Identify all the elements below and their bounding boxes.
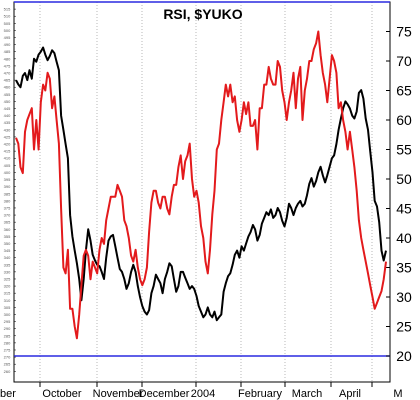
left-tick-label: 455 [4, 92, 11, 97]
x-tick-label: 2004 [191, 388, 215, 400]
right-tick-label: 75 [396, 24, 412, 40]
left-tick-label: 440 [4, 113, 11, 118]
right-tick-label: 20 [396, 348, 412, 364]
left-tick-label: 385 [4, 191, 11, 196]
left-tick-label: 280 [4, 340, 11, 345]
left-tick-label: 370 [4, 213, 11, 218]
left-tick-label: 375 [4, 205, 11, 210]
left-tick-label: 395 [4, 177, 11, 182]
left-tick-label: 470 [4, 71, 11, 76]
left-tick-label: 325 [4, 276, 11, 281]
left-tick-label: 310 [4, 298, 11, 303]
left-tick-label: 485 [4, 49, 11, 54]
chart-title: RSI, $YUKO [163, 6, 242, 22]
right-tick-label: 35 [396, 260, 412, 276]
left-tick-label: 465 [4, 78, 11, 83]
left-tick-label: 480 [4, 56, 11, 61]
left-tick-label: 405 [4, 163, 11, 168]
left-tick-label: 260 [4, 369, 11, 374]
left-tick-label: 350 [4, 241, 11, 246]
left-tick-label: 490 [4, 42, 11, 47]
left-tick-label: 445 [4, 106, 11, 111]
left-tick-label: 295 [4, 319, 11, 324]
left-axis-ticks: 260 265 270 275 280 285 290 295 300 305 310 315 320 3… [4, 7, 16, 374]
right-tick-label: 45 [396, 201, 412, 217]
left-tick-label: 365 [4, 220, 11, 225]
right-tick-label: 55 [396, 142, 412, 158]
right-axis-ticks: 20 25 30 35 40 45 50 55 60 65 70 75 [386, 24, 412, 364]
left-tick-label: 270 [4, 355, 11, 360]
left-tick-label: 415 [4, 149, 11, 154]
left-tick-label: 400 [4, 170, 11, 175]
x-tick-label: October [42, 388, 81, 400]
left-tick-label: 320 [4, 284, 11, 289]
left-tick-label: 430 [4, 127, 11, 132]
rsi-series-line [15, 30, 387, 340]
x-tick-label: December [139, 388, 190, 400]
left-tick-label: 390 [4, 184, 11, 189]
left-tick-label: 265 [4, 362, 11, 367]
left-tick-label: 410 [4, 156, 11, 161]
left-tick-label: 500 [4, 28, 11, 33]
right-tick-label: 50 [396, 171, 412, 187]
left-tick-label: 275 [4, 347, 11, 352]
left-tick-label: 315 [4, 291, 11, 296]
left-tick-label: 460 [4, 85, 11, 90]
x-tick-label: March [292, 388, 323, 400]
x-tick-label: February [238, 388, 283, 400]
left-tick-label: 290 [4, 326, 11, 331]
left-tick-label: 475 [4, 63, 11, 68]
left-tick-label: 495 [4, 35, 11, 40]
reference-lines [14, 1, 390, 357]
left-tick-label: 355 [4, 234, 11, 239]
left-tick-label: 435 [4, 120, 11, 125]
left-tick-label: 335 [4, 262, 11, 267]
right-tick-label: 70 [396, 53, 412, 69]
right-tick-label: 65 [396, 83, 412, 99]
x-tick-label: M [393, 388, 402, 400]
left-tick-label: 340 [4, 255, 11, 260]
series-lines [15, 30, 387, 340]
left-tick-label: 305 [4, 305, 11, 310]
x-tick-label: November [93, 388, 144, 400]
left-tick-label: 345 [4, 248, 11, 253]
left-tick-label: 515 [4, 7, 11, 12]
left-tick-label: 505 [4, 21, 11, 26]
right-tick-label: 25 [396, 319, 412, 335]
left-tick-label: 425 [4, 134, 11, 139]
left-tick-label: 420 [4, 142, 11, 147]
plot-frame [13, 1, 391, 383]
price-series-line [15, 46, 387, 322]
right-tick-label: 30 [396, 289, 412, 305]
right-tick-label: 40 [396, 230, 412, 246]
left-tick-label: 360 [4, 227, 11, 232]
left-tick-label: 300 [4, 312, 11, 317]
left-tick-label: 510 [4, 14, 11, 19]
x-tick-label: ber [0, 388, 16, 400]
right-tick-label: 60 [396, 112, 412, 128]
x-tick-label: April [339, 388, 361, 400]
left-tick-label: 330 [4, 269, 11, 274]
left-tick-label: 380 [4, 198, 11, 203]
left-tick-label: 450 [4, 99, 11, 104]
left-tick-label: 285 [4, 333, 11, 338]
